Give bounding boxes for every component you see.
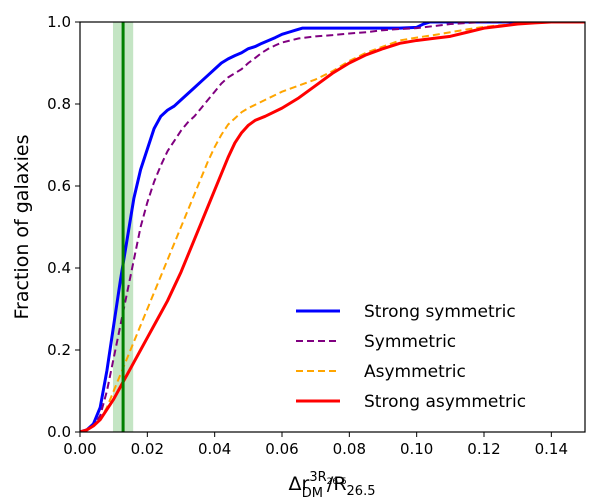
x-axis: 0.00 0.02 0.04 0.06 0.08 0.10 0.12 0.14 xyxy=(63,432,568,458)
legend-label: Strong asymmetric xyxy=(364,392,526,412)
series-line-asymmetric xyxy=(80,22,585,432)
x-tick-label: 0.08 xyxy=(333,440,366,458)
x-tick-label: 0.06 xyxy=(265,440,298,458)
y-tick-label: 1.0 xyxy=(47,13,71,31)
y-tick-label: 0.0 xyxy=(47,423,71,441)
x-tick-label: 0.04 xyxy=(198,440,231,458)
y-tick-label: 0.2 xyxy=(47,341,71,359)
legend-label: Strong symmetric xyxy=(364,302,516,322)
y-tick-label: 0.8 xyxy=(47,95,71,113)
x-tick-label: 0.12 xyxy=(467,440,500,458)
y-axis-label: Fraction of galaxies xyxy=(11,135,33,320)
series-line-strong-asymmetric xyxy=(80,22,585,432)
legend: Strong symmetric Symmetric Asymmetric Stron… xyxy=(296,302,526,412)
legend-label: Asymmetric xyxy=(364,362,466,382)
x-axis-label: Δr3R26.5 DM/R26.5 xyxy=(289,470,376,499)
y-tick-label: 0.6 xyxy=(47,177,71,195)
x-tick-label: 0.14 xyxy=(535,440,568,458)
legend-label: Symmetric xyxy=(364,332,456,352)
x-tick-label: 0.00 xyxy=(63,440,96,458)
plot-frame xyxy=(79,21,586,433)
series-line-symmetric xyxy=(80,22,585,432)
x-tick-label: 0.10 xyxy=(400,440,433,458)
y-axis: 0.0 0.2 0.4 0.6 0.8 1.0 xyxy=(47,13,80,441)
y-tick-label: 0.4 xyxy=(47,259,71,277)
x-tick-label: 0.02 xyxy=(131,440,164,458)
series-line-strong-symmetric xyxy=(80,22,585,432)
